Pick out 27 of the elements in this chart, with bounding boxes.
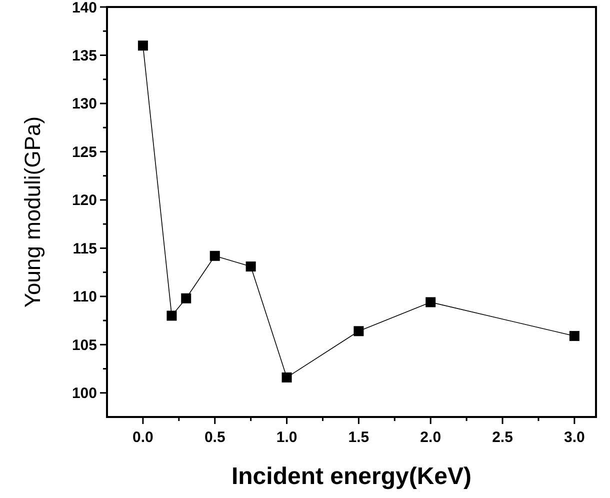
point — [426, 297, 436, 308]
point — [569, 330, 580, 341]
x-tick-label: 3.0 — [564, 429, 585, 446]
point — [282, 372, 292, 382]
point — [166, 310, 177, 321]
point — [181, 293, 192, 304]
y-tick-label: 115 — [72, 240, 97, 258]
x-axis-title: Incident energy(KeV) — [231, 463, 472, 490]
y-tick-label: 140 — [72, 0, 97, 16]
point — [138, 40, 148, 51]
x-tick-label: 0.0 — [132, 429, 154, 446]
x-tick-label: 2.0 — [420, 429, 442, 446]
x-tick-label: 2.5 — [492, 429, 513, 446]
point — [354, 326, 364, 336]
y-tick-label: 120 — [72, 192, 97, 210]
y-tick-label: 110 — [72, 288, 97, 306]
x-tick-label: 1.5 — [348, 429, 370, 446]
y-tick-label: 105 — [72, 336, 97, 354]
y-tick-label: 125 — [72, 144, 97, 161]
point — [210, 250, 220, 261]
y-tick-label: 130 — [72, 96, 97, 113]
y-tick-label: 135 — [72, 47, 97, 64]
x-tick-label: 1.0 — [276, 429, 298, 446]
point — [246, 262, 256, 272]
y-tick-label: 100 — [72, 385, 97, 402]
x-tick-label: 0.5 — [204, 429, 226, 446]
y-axis-title: Young moduli(GPa) — [20, 116, 45, 308]
